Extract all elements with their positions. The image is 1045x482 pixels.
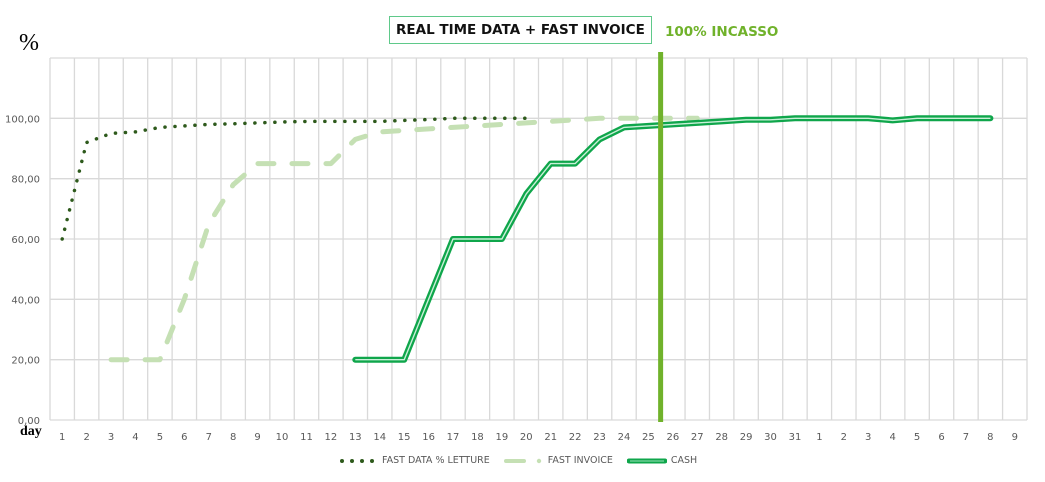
svg-text:2: 2 [841, 432, 847, 443]
x-axis-label: day [20, 424, 42, 439]
incasso-marker-line [658, 52, 664, 422]
svg-text:17: 17 [447, 432, 460, 443]
y-axis-label: % [19, 30, 39, 56]
y-axis-ticks: 0,00 20,00 40,00 60,00 80,00 100,00 [5, 114, 40, 427]
svg-text:3: 3 [108, 432, 114, 443]
svg-text:9: 9 [1012, 432, 1018, 443]
legend-item-cash: CASH [626, 455, 698, 466]
dashed-line-icon [503, 458, 541, 463]
svg-text:29: 29 [740, 432, 753, 443]
svg-text:6: 6 [938, 432, 944, 443]
svg-text:28: 28 [715, 432, 728, 443]
svg-text:8: 8 [987, 432, 993, 443]
svg-text:11: 11 [300, 432, 313, 443]
svg-text:21: 21 [544, 432, 557, 443]
svg-text:6: 6 [181, 432, 187, 443]
svg-text:31: 31 [789, 432, 802, 443]
legend-label: FAST INVOICE [547, 455, 613, 466]
svg-text:7: 7 [206, 432, 212, 443]
svg-text:20,00: 20,00 [11, 356, 40, 367]
svg-text:7: 7 [963, 432, 969, 443]
svg-text:60,00: 60,00 [11, 235, 40, 246]
svg-text:19: 19 [495, 432, 508, 443]
svg-text:9: 9 [254, 432, 260, 443]
svg-text:12: 12 [325, 432, 338, 443]
svg-text:1: 1 [59, 432, 65, 443]
svg-text:5: 5 [157, 432, 163, 443]
svg-text:4: 4 [889, 432, 895, 443]
legend-label: CASH [670, 455, 698, 466]
svg-text:1: 1 [816, 432, 822, 443]
incasso-annotation: 100% INCASSO [665, 24, 779, 40]
legend-item-fast-invoice: FAST INVOICE [503, 455, 613, 466]
legend-label: FAST DATA % LETTURE [382, 455, 490, 466]
svg-text:80,00: 80,00 [11, 175, 40, 186]
svg-text:25: 25 [642, 432, 655, 443]
svg-text:15: 15 [398, 432, 411, 443]
chart-grid [49, 57, 1028, 421]
svg-text:24: 24 [618, 432, 631, 443]
svg-text:14: 14 [373, 432, 386, 443]
svg-text:5: 5 [914, 432, 920, 443]
x-axis-ticks: 1 2 3 4 5 6 7 8 9 10 11 12 13 14 15 16 17 18 19 20 21 22 23 24 2… [59, 432, 1018, 443]
svg-text:20: 20 [520, 432, 533, 443]
svg-text:23: 23 [593, 432, 606, 443]
svg-text:30: 30 [764, 432, 777, 443]
legend-item-fast-data: FAST DATA % LETTURE [338, 455, 490, 466]
chart-series [60, 115, 994, 363]
svg-text:4: 4 [132, 432, 138, 443]
svg-text:3: 3 [865, 432, 871, 443]
svg-text:13: 13 [349, 432, 362, 443]
svg-text:26: 26 [666, 432, 679, 443]
double-line-icon [626, 458, 667, 463]
svg-text:40,00: 40,00 [11, 295, 40, 306]
svg-text:22: 22 [569, 432, 582, 443]
svg-text:0,00: 0,00 [18, 416, 40, 427]
chart-legend: FAST DATA % LETTURE FAST INVOICE CASH [338, 455, 711, 466]
svg-text:100,00: 100,00 [5, 114, 40, 125]
svg-text:8: 8 [230, 432, 236, 443]
svg-text:16: 16 [422, 432, 435, 443]
svg-text:10: 10 [276, 432, 289, 443]
svg-text:27: 27 [691, 432, 704, 443]
svg-text:2: 2 [83, 432, 89, 443]
chart-title: REAL TIME DATA + FAST INVOICE [389, 16, 652, 44]
svg-text:18: 18 [471, 432, 484, 443]
dotted-line-icon [340, 458, 374, 463]
